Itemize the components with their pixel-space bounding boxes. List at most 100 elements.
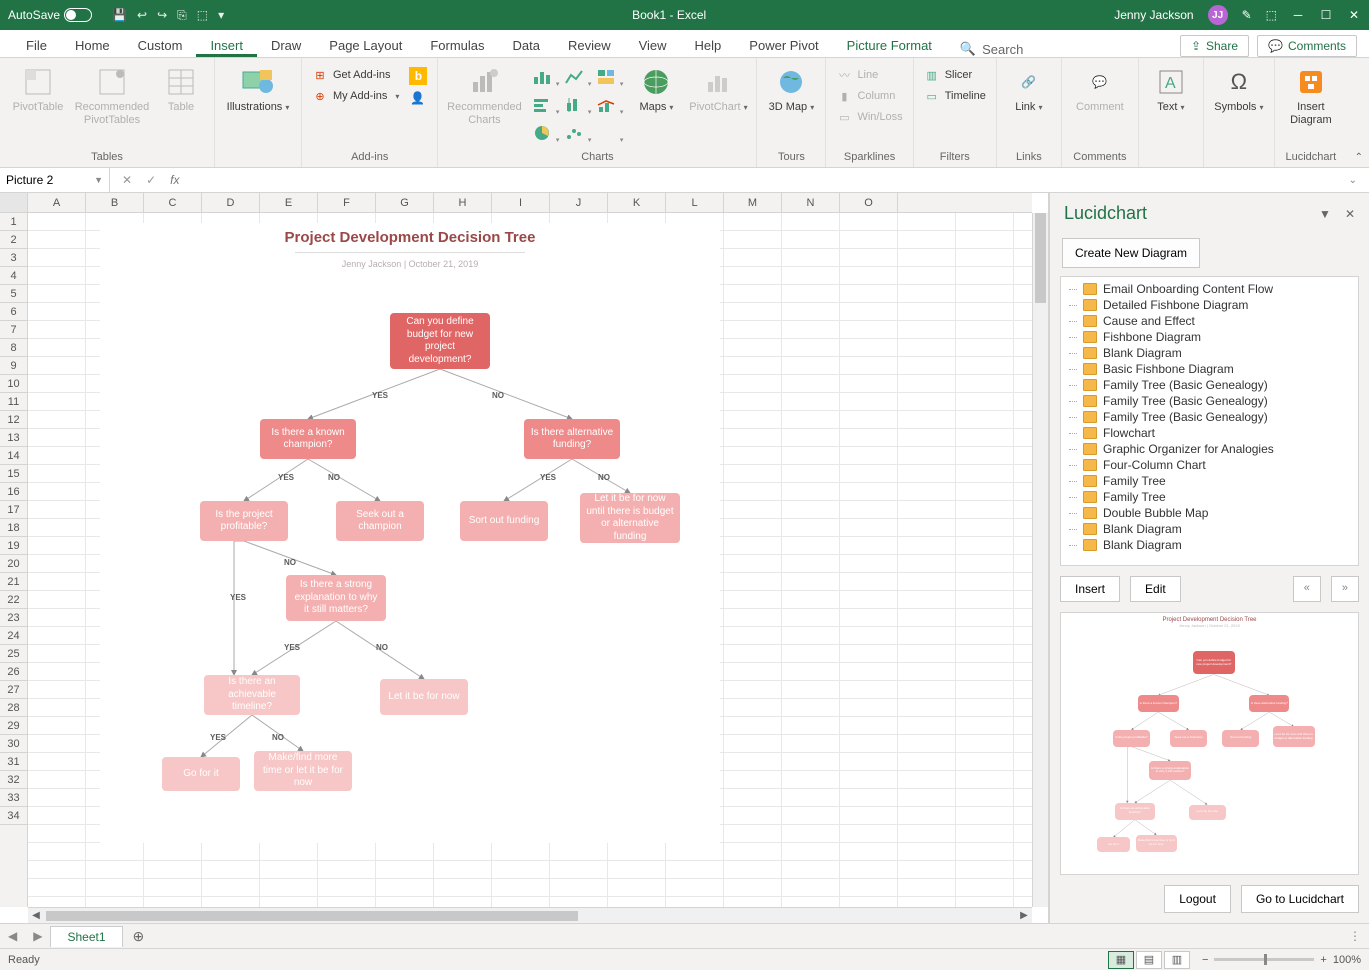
recommended-pivottables-button[interactable]: Recommended PivotTables	[76, 62, 148, 126]
flowchart-image[interactable]: Project Development Decision Tree Jenny …	[100, 223, 720, 843]
illustrations-button[interactable]: Illustrations	[225, 62, 291, 114]
symbols-button[interactable]: ΩSymbols	[1214, 62, 1264, 114]
waterfall-chart-icon[interactable]	[594, 123, 618, 143]
panel-menu-icon[interactable]: ▼	[1319, 207, 1331, 221]
row-header[interactable]: 2	[0, 231, 27, 249]
tab-page-layout[interactable]: Page Layout	[315, 32, 416, 57]
tree-item[interactable]: Fishbone Diagram	[1061, 329, 1358, 345]
create-diagram-button[interactable]: Create New Diagram	[1062, 238, 1200, 268]
tab-custom[interactable]: Custom	[124, 32, 197, 57]
row-header[interactable]: 10	[0, 375, 27, 393]
tree-item[interactable]: Cause and Effect	[1061, 313, 1358, 329]
row-header[interactable]: 6	[0, 303, 27, 321]
tab-view[interactable]: View	[625, 32, 681, 57]
column-header[interactable]: O	[840, 193, 898, 212]
goto-lucidchart-button[interactable]: Go to Lucidchart	[1241, 885, 1359, 913]
zoom-in-button[interactable]: +	[1320, 954, 1326, 966]
tree-item[interactable]: Family Tree (Basic Genealogy)	[1061, 409, 1358, 425]
tab-file[interactable]: File	[12, 32, 61, 57]
bar-chart-icon[interactable]	[530, 95, 554, 115]
ribbon-display-icon[interactable]: ⬚	[1266, 8, 1277, 22]
column-header[interactable]: F	[318, 193, 376, 212]
save-icon[interactable]: 💾	[112, 8, 127, 23]
select-all-cell[interactable]	[0, 193, 28, 212]
sheet-tab[interactable]: Sheet1	[50, 926, 122, 947]
column-header[interactable]: L	[666, 193, 724, 212]
tree-item[interactable]: Family Tree	[1061, 489, 1358, 505]
row-header[interactable]: 25	[0, 645, 27, 663]
tab-insert[interactable]: Insert	[196, 32, 257, 57]
collapse-ribbon-icon[interactable]: ⌃	[1355, 152, 1363, 163]
sparkline-winloss-button[interactable]: ▭Win/Loss	[836, 109, 902, 125]
pivottable-button[interactable]: PivotTable	[10, 62, 66, 114]
edit-button[interactable]: Edit	[1130, 576, 1181, 602]
cancel-icon[interactable]: ✕	[122, 173, 132, 187]
tab-review[interactable]: Review	[554, 32, 625, 57]
qat-icon[interactable]: ⬚	[197, 8, 208, 23]
comments-button[interactable]: 💬Comments	[1257, 35, 1357, 57]
3dmap-button[interactable]: 3D Map	[767, 62, 815, 114]
zoom-level[interactable]: 100%	[1333, 954, 1361, 966]
user-avatar[interactable]: JJ	[1208, 5, 1228, 25]
zoom-out-button[interactable]: −	[1202, 954, 1208, 966]
tree-item[interactable]: Family Tree (Basic Genealogy)	[1061, 377, 1358, 393]
row-header[interactable]: 31	[0, 753, 27, 771]
row-header[interactable]: 16	[0, 483, 27, 501]
worksheet-area[interactable]: ABCDEFGHIJKLMNO 123456789101112131415161…	[0, 193, 1049, 923]
row-header[interactable]: 9	[0, 357, 27, 375]
my-addins-button[interactable]: ⊕My Add-ins	[312, 88, 399, 104]
pivotchart-button[interactable]: PivotChart	[690, 62, 746, 114]
row-header[interactable]: 30	[0, 735, 27, 753]
tab-power-pivot[interactable]: Power Pivot	[735, 32, 832, 57]
row-header[interactable]: 22	[0, 591, 27, 609]
recommended-charts-button[interactable]: Recommended Charts	[448, 62, 520, 126]
qat-icon[interactable]: ⎘	[177, 8, 187, 23]
row-header[interactable]: 29	[0, 717, 27, 735]
row-header[interactable]: 13	[0, 429, 27, 447]
sparkline-line-button[interactable]: 〰Line	[836, 67, 902, 83]
next-page-button[interactable]: »	[1331, 576, 1359, 602]
row-header[interactable]: 23	[0, 609, 27, 627]
tab-data[interactable]: Data	[499, 32, 554, 57]
zoom-slider[interactable]	[1214, 958, 1314, 961]
tab-picture-format[interactable]: Picture Format	[833, 32, 946, 57]
row-header[interactable]: 4	[0, 267, 27, 285]
sheet-nav-next-icon[interactable]: ▶	[25, 929, 50, 943]
scroll-thumb[interactable]	[1035, 213, 1046, 303]
maximize-button[interactable]: ☐	[1319, 8, 1333, 22]
row-header[interactable]: 28	[0, 699, 27, 717]
maps-button[interactable]: Maps	[632, 62, 680, 114]
coming-soon-icon[interactable]: ✎	[1242, 8, 1252, 22]
sheet-tab-split-icon[interactable]: ⋮	[1341, 929, 1369, 943]
row-header[interactable]: 11	[0, 393, 27, 411]
share-button[interactable]: ⇪Share	[1180, 35, 1249, 57]
row-header[interactable]: 15	[0, 465, 27, 483]
row-header[interactable]: 3	[0, 249, 27, 267]
column-header[interactable]: N	[782, 193, 840, 212]
horizontal-scrollbar[interactable]: ◀ ▶	[28, 907, 1032, 923]
vertical-scrollbar[interactable]	[1032, 213, 1048, 907]
scroll-thumb[interactable]	[46, 911, 578, 921]
scroll-left-icon[interactable]: ◀	[28, 910, 44, 921]
tree-item[interactable]: Family Tree (Basic Genealogy)	[1061, 393, 1358, 409]
qat-more-icon[interactable]: ▾	[218, 8, 224, 23]
column-header[interactable]: M	[724, 193, 782, 212]
insert-button[interactable]: Insert	[1060, 576, 1120, 602]
table-button[interactable]: Table	[158, 62, 204, 114]
insert-diagram-button[interactable]: Insert Diagram	[1285, 62, 1337, 126]
row-header[interactable]: 7	[0, 321, 27, 339]
enter-icon[interactable]: ✓	[146, 173, 156, 187]
row-header[interactable]: 21	[0, 573, 27, 591]
tree-item[interactable]: Blank Diagram	[1061, 521, 1358, 537]
search-box[interactable]: 🔍 Search	[946, 41, 1037, 57]
row-header[interactable]: 32	[0, 771, 27, 789]
column-header[interactable]: A	[28, 193, 86, 212]
tab-draw[interactable]: Draw	[257, 32, 315, 57]
sheet-nav-prev-icon[interactable]: ◀	[0, 929, 25, 943]
row-header[interactable]: 24	[0, 627, 27, 645]
row-header[interactable]: 12	[0, 411, 27, 429]
tree-item[interactable]: Double Bubble Map	[1061, 505, 1358, 521]
tree-item[interactable]: Detailed Fishbone Diagram	[1061, 297, 1358, 313]
row-header[interactable]: 33	[0, 789, 27, 807]
link-button[interactable]: 🔗Link	[1007, 62, 1051, 114]
